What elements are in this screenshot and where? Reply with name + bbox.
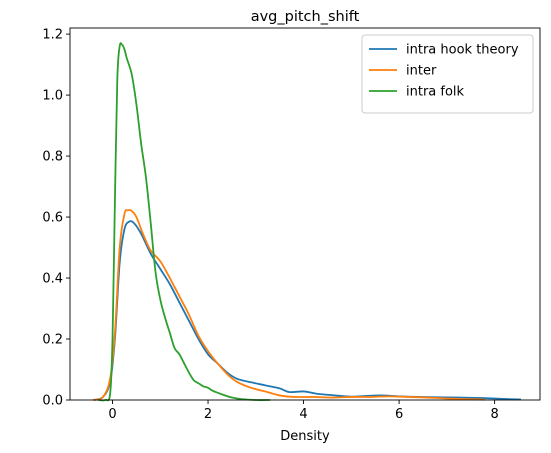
legend-box bbox=[361, 34, 534, 114]
series-line-intra-folk bbox=[98, 42, 271, 402]
y-axis-ticks: 0.0 0.2 0.4 0.6 0.8 1.0 1.2 bbox=[42, 28, 70, 409]
legend-label: inter bbox=[406, 64, 437, 79]
y-tick-label: 0.8 bbox=[42, 150, 63, 165]
x-tick-label: 8 bbox=[490, 407, 498, 422]
x-axis-title: Density bbox=[280, 429, 330, 444]
x-tick-label: 0 bbox=[108, 407, 116, 422]
x-tick: 2 bbox=[204, 400, 212, 422]
y-tick: 0.4 bbox=[42, 272, 70, 287]
x-axis-ticks: 0 2 4 6 8 bbox=[108, 400, 499, 422]
legend-entry: inter bbox=[369, 64, 437, 79]
y-tick: 1.0 bbox=[42, 89, 70, 104]
x-tick-label: 2 bbox=[204, 407, 212, 422]
y-tick-label: 1.0 bbox=[42, 89, 63, 104]
plot-frame bbox=[69, 27, 541, 401]
y-tick: 0.2 bbox=[42, 333, 70, 348]
y-tick-label: 0.6 bbox=[42, 211, 63, 226]
series-line-intra-hook-theory bbox=[93, 220, 521, 401]
x-tick-label: 4 bbox=[299, 407, 307, 422]
x-tick: 4 bbox=[299, 400, 308, 422]
y-tick: 0.0 bbox=[42, 394, 70, 409]
series-lines bbox=[93, 42, 521, 402]
x-tick: 0 bbox=[108, 400, 117, 422]
series-line-inter bbox=[93, 209, 486, 401]
y-tick-label: 0.2 bbox=[42, 333, 63, 348]
x-tick-label: 6 bbox=[395, 407, 403, 422]
y-tick-label: 0.4 bbox=[42, 272, 63, 287]
y-tick: 1.2 bbox=[42, 28, 70, 43]
legend-label: intra folk bbox=[406, 85, 465, 100]
y-tick: 0.8 bbox=[42, 150, 70, 165]
x-tick: 6 bbox=[395, 400, 403, 422]
legend: intra hook theory inter intra folk bbox=[361, 34, 534, 114]
y-tick: 0.6 bbox=[42, 211, 70, 226]
chart-title: avg_pitch_shift bbox=[251, 9, 360, 25]
x-tick: 8 bbox=[490, 400, 499, 422]
legend-entry: intra hook theory bbox=[369, 43, 519, 58]
y-tick-label: 1.2 bbox=[42, 28, 63, 43]
legend-entry: intra folk bbox=[369, 85, 465, 100]
y-tick-label: 0.0 bbox=[42, 394, 63, 409]
legend-label: intra hook theory bbox=[406, 43, 519, 58]
